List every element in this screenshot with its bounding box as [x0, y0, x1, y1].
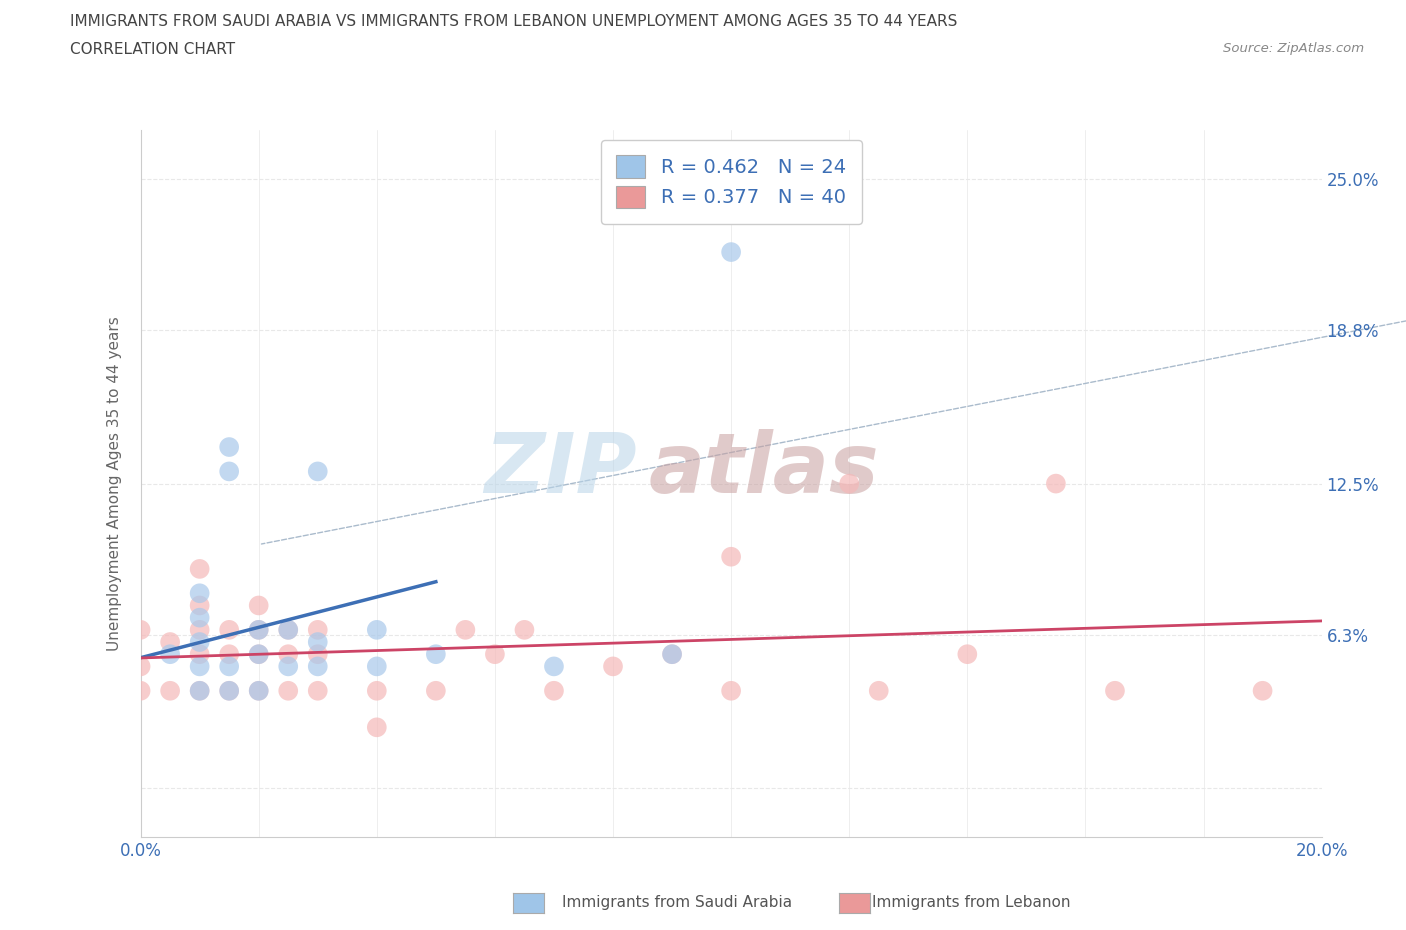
Point [307, 464, 329, 479]
Legend: R = 0.462   N = 24, R = 0.377   N = 40: R = 0.462 N = 24, R = 0.377 N = 40 [600, 140, 862, 224]
Point [247, 622, 270, 637]
Point [277, 622, 299, 637]
Text: IMMIGRANTS FROM SAUDI ARABIA VS IMMIGRANTS FROM LEBANON UNEMPLOYMENT AMONG AGES : IMMIGRANTS FROM SAUDI ARABIA VS IMMIGRAN… [70, 14, 957, 29]
Text: ZIP: ZIP [484, 429, 637, 510]
Point [218, 622, 240, 637]
Point [838, 476, 860, 491]
Point [425, 646, 447, 661]
Point [661, 646, 683, 661]
Point [277, 646, 299, 661]
Point [307, 646, 329, 661]
Point [218, 659, 240, 674]
Point [307, 634, 329, 649]
Text: Immigrants from Lebanon: Immigrants from Lebanon [872, 895, 1070, 910]
Point [247, 622, 270, 637]
Point [513, 622, 536, 637]
Point [129, 622, 152, 637]
Point [366, 622, 388, 637]
Point [661, 646, 683, 661]
Point [307, 684, 329, 698]
Point [188, 598, 211, 613]
Point [543, 659, 565, 674]
Point [188, 684, 211, 698]
Point [247, 598, 270, 613]
Point [868, 684, 890, 698]
Point [218, 684, 240, 698]
Point [188, 646, 211, 661]
Point [1251, 684, 1274, 698]
Point [218, 684, 240, 698]
Point [159, 634, 181, 649]
Point [159, 684, 181, 698]
Point [454, 622, 477, 637]
Point [129, 659, 152, 674]
Point [129, 684, 152, 698]
Point [425, 684, 447, 698]
Point [277, 622, 299, 637]
Point [602, 659, 624, 674]
Point [188, 610, 211, 625]
Point [484, 646, 506, 661]
Point [247, 684, 270, 698]
Point [159, 646, 181, 661]
Point [188, 562, 211, 577]
Point [188, 634, 211, 649]
Point [307, 622, 329, 637]
Point [188, 622, 211, 637]
Point [956, 646, 979, 661]
Point [277, 684, 299, 698]
Point [1045, 476, 1067, 491]
Point [188, 659, 211, 674]
Point [720, 550, 742, 565]
Point [218, 646, 240, 661]
Text: CORRELATION CHART: CORRELATION CHART [70, 42, 235, 57]
Point [247, 646, 270, 661]
Text: Immigrants from Saudi Arabia: Immigrants from Saudi Arabia [562, 895, 793, 910]
Point [307, 659, 329, 674]
Text: Source: ZipAtlas.com: Source: ZipAtlas.com [1223, 42, 1364, 55]
Point [247, 646, 270, 661]
Y-axis label: Unemployment Among Ages 35 to 44 years: Unemployment Among Ages 35 to 44 years [107, 316, 122, 651]
Point [218, 464, 240, 479]
Point [366, 684, 388, 698]
Point [720, 245, 742, 259]
Point [188, 586, 211, 601]
Point [720, 684, 742, 698]
Point [188, 684, 211, 698]
Point [218, 440, 240, 455]
Point [247, 684, 270, 698]
Point [366, 720, 388, 735]
Text: atlas: atlas [648, 429, 879, 510]
Point [366, 659, 388, 674]
Point [277, 659, 299, 674]
Point [543, 684, 565, 698]
Point [1104, 684, 1126, 698]
